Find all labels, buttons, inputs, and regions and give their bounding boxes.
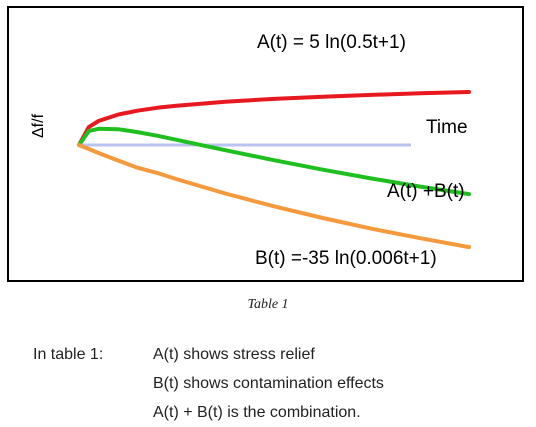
series-label-ab: A(t) +B(t) xyxy=(387,181,465,202)
note-line: A(t) shows stress relief xyxy=(153,346,315,363)
series-ab-line xyxy=(77,126,471,197)
notes-intro: In table 1: xyxy=(33,346,104,363)
series-label-a: A(t) = 5 ln(0.5t+1) xyxy=(257,32,406,53)
chart-figure: Δf/f Time A(t) = 5 ln(0.5t+1) A(t) +B(t)… xyxy=(7,6,524,282)
note-line: A(t) + B(t) is the combination. xyxy=(153,404,361,421)
figure-caption: Table 1 xyxy=(247,297,289,312)
x-axis-label: Time xyxy=(426,117,468,138)
y-axis-label: Δf/f xyxy=(30,113,47,138)
note-line: B(t) shows contamination effects xyxy=(153,375,384,392)
notes-lines: A(t) shows stress relief B(t) shows cont… xyxy=(153,340,384,427)
series-a-line xyxy=(77,90,471,147)
series-label-b: B(t) =-35 ln(0.006t+1) xyxy=(255,248,437,269)
series-b-line xyxy=(77,143,471,250)
chart-plot xyxy=(77,90,471,250)
